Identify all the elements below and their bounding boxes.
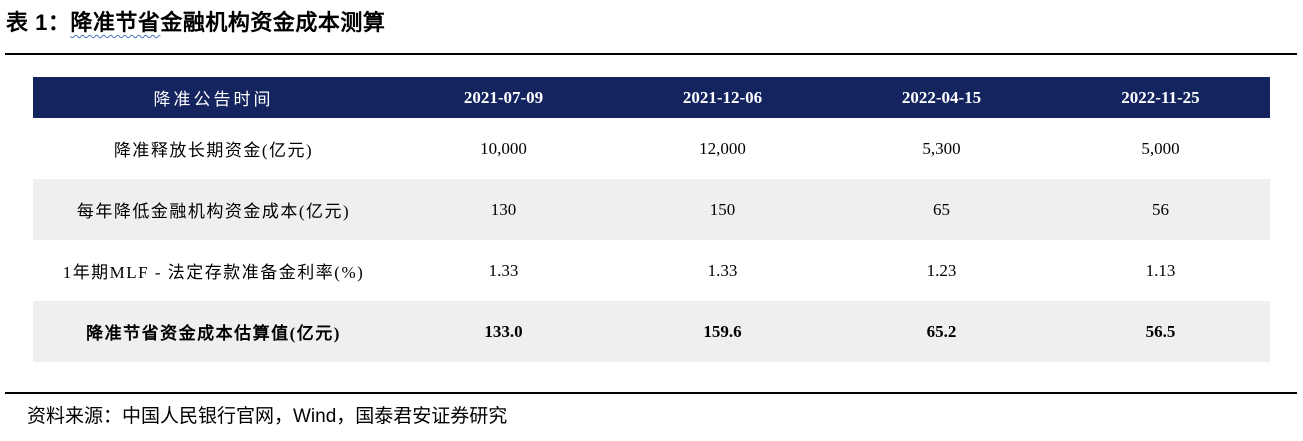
cell-value: 56.5 [1051,301,1270,362]
cell-value: 56 [1051,179,1270,240]
cell-value: 159.6 [613,301,832,362]
cell-value: 1.33 [394,240,613,301]
row-label: 降准释放长期资金(亿元) [33,118,394,179]
table-title-prefix: 表 1： [6,10,71,35]
header-cell-date-4: 2022-11-25 [1051,77,1270,118]
cell-value: 12,000 [613,118,832,179]
header-cell-date-1: 2021-07-09 [394,77,613,118]
cell-value: 1.33 [613,240,832,301]
header-cell-announce-date: 降准公告时间 [33,77,394,118]
rrr-cost-table: 降准公告时间 2021-07-09 2021-12-06 2022-04-15 … [33,77,1270,362]
row-label: 1年期MLF - 法定存款准备金利率(%) [33,240,394,301]
header-cell-date-3: 2022-04-15 [832,77,1051,118]
table-title-squiggle-text: 降准节省 [70,10,161,35]
table-header-row: 降准公告时间 2021-07-09 2021-12-06 2022-04-15 … [33,77,1270,118]
table-row-estimated-savings: 降准节省资金成本估算值(亿元) 133.0 159.6 65.2 56.5 [33,301,1270,362]
cell-value: 10,000 [394,118,613,179]
cell-value: 5,000 [1051,118,1270,179]
table-row-mlf-spread: 1年期MLF - 法定存款准备金利率(%) 1.33 1.33 1.23 1.1… [33,240,1270,301]
cell-value: 1.23 [832,240,1051,301]
rrr-cost-table-wrap: 降准公告时间 2021-07-09 2021-12-06 2022-04-15 … [33,77,1270,362]
table-row-annual-cost-reduction: 每年降低金融机构资金成本(亿元) 130 150 65 56 [33,179,1270,240]
cell-value: 150 [613,179,832,240]
cell-value: 5,300 [832,118,1051,179]
row-label: 每年降低金融机构资金成本(亿元) [33,179,394,240]
cell-value: 133.0 [394,301,613,362]
table-row-long-term-funds: 降准释放长期资金(亿元) 10,000 12,000 5,300 5,000 [33,118,1270,179]
table-title-rest: 金融机构资金成本测算 [160,10,386,35]
cell-value: 1.13 [1051,240,1270,301]
cell-value: 65 [832,179,1051,240]
cell-value: 130 [394,179,613,240]
header-cell-date-2: 2021-12-06 [613,77,832,118]
row-label: 降准节省资金成本估算值(亿元) [33,301,394,362]
footer-divider-rule [5,392,1297,394]
title-divider-rule [5,53,1297,55]
data-source-note: 资料来源：中国人民银行官网，Wind，国泰君安证券研究 [27,406,508,427]
cell-value: 65.2 [832,301,1051,362]
table-title: 表 1：降准节省金融机构资金成本测算 [6,5,385,37]
